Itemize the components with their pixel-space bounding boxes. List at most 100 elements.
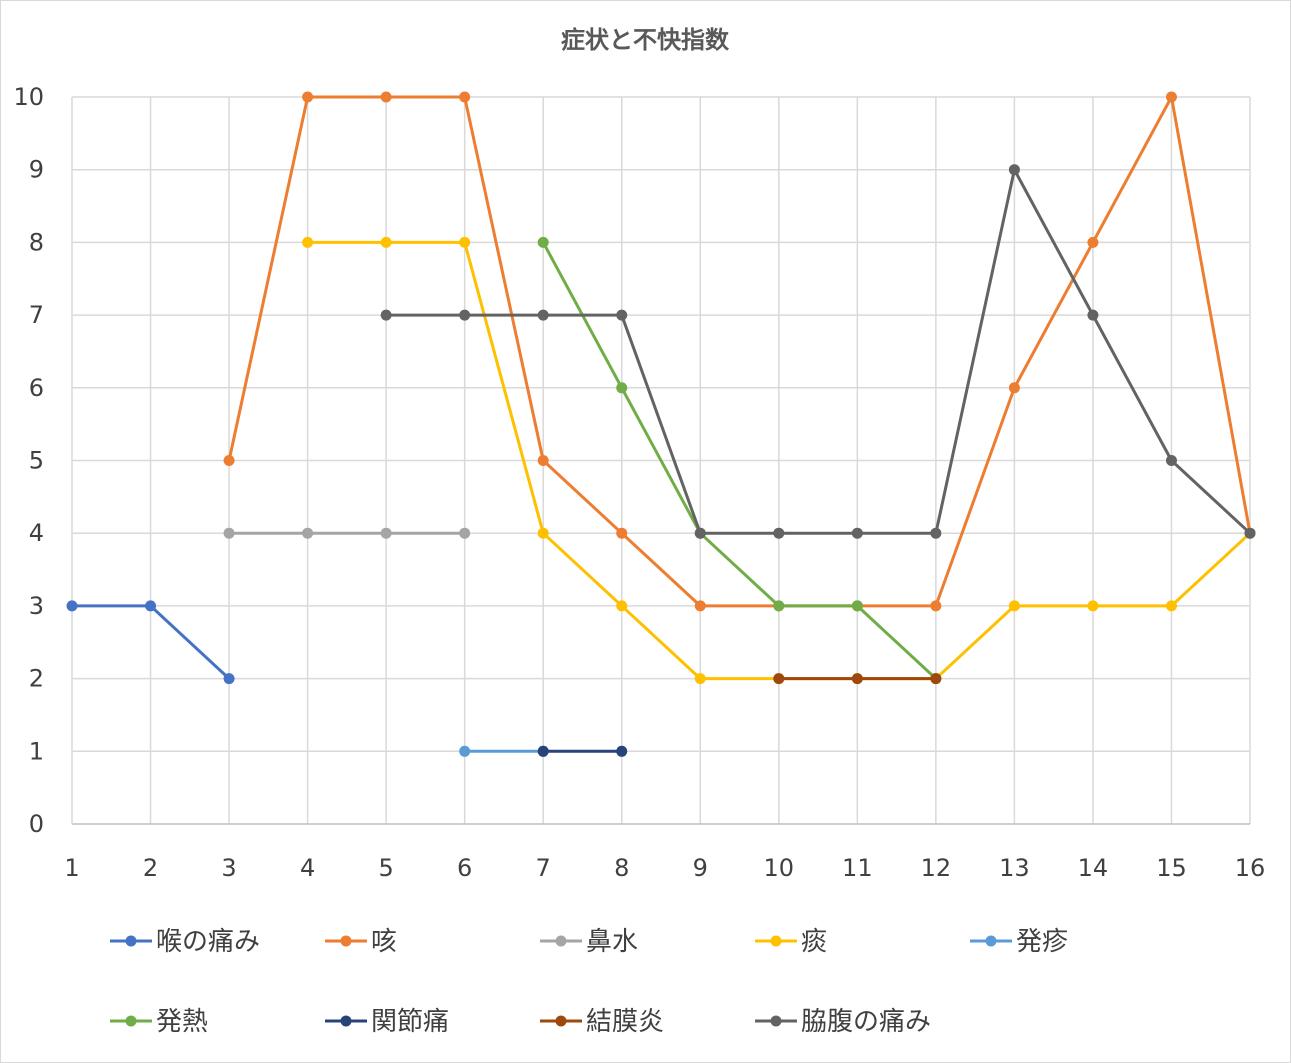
x-tick-label: 14 <box>1078 854 1109 882</box>
x-tick-label: 9 <box>693 854 708 882</box>
y-tick-label: 2 <box>29 665 44 693</box>
data-point <box>537 745 549 757</box>
y-tick-label: 10 <box>13 83 44 111</box>
x-tick-label: 13 <box>999 854 1030 882</box>
series-3 <box>223 527 471 539</box>
data-point <box>930 600 942 612</box>
series-5 <box>459 745 549 757</box>
data-point <box>1008 382 1020 394</box>
data-point <box>616 382 628 394</box>
series-line <box>227 95 1252 608</box>
legend-label: 発疹 <box>1016 927 1068 957</box>
x-tick-label: 5 <box>378 854 393 882</box>
data-point <box>145 600 157 612</box>
data-point <box>459 236 471 248</box>
series-line <box>541 241 937 680</box>
data-point <box>851 527 863 539</box>
legend-item: 発熱 <box>110 1007 208 1037</box>
data-point <box>1244 527 1256 539</box>
legend-label: 結膜炎 <box>586 1007 664 1037</box>
legend-marker <box>555 1015 567 1027</box>
series-7 <box>537 745 628 757</box>
legend-label: 咳 <box>371 927 397 957</box>
data-point <box>930 527 942 539</box>
data-point <box>302 527 314 539</box>
legend-item: 咳 <box>325 927 397 957</box>
y-tick-label: 6 <box>29 374 44 402</box>
x-tick-label: 16 <box>1235 854 1266 882</box>
data-point <box>694 673 706 685</box>
data-point <box>66 600 78 612</box>
data-point <box>1165 455 1177 466</box>
data-point <box>459 91 471 103</box>
legend-item: 痰 <box>755 927 827 957</box>
x-tick-label: 1 <box>64 854 79 882</box>
data-point <box>1165 91 1177 103</box>
x-tick-label: 15 <box>1156 854 1187 882</box>
x-tick-label: 8 <box>614 854 629 882</box>
series-1 <box>66 600 235 685</box>
legend-marker <box>125 1015 137 1027</box>
data-point <box>694 600 706 612</box>
legend-item: 発疹 <box>970 927 1068 957</box>
legend-marker <box>340 1015 352 1027</box>
y-tick-label: 0 <box>29 810 44 838</box>
data-point <box>851 673 863 685</box>
legend-label: 痰 <box>801 927 827 957</box>
data-point <box>223 455 235 466</box>
legend-item: 関節痛 <box>325 1007 449 1037</box>
x-tick-label: 12 <box>921 854 952 882</box>
data-point <box>851 600 863 612</box>
y-tick-label: 3 <box>29 592 44 620</box>
legend-label: 関節痛 <box>371 1007 449 1037</box>
data-point <box>537 455 549 466</box>
legend-label: 喉の痛み <box>156 927 260 957</box>
data-point <box>459 745 471 757</box>
legend-label: 発熱 <box>156 1007 208 1037</box>
chart-title: 症状と不快指数 <box>561 26 730 54</box>
data-point <box>459 309 471 321</box>
data-point <box>616 527 628 539</box>
x-tick-label: 6 <box>457 854 472 882</box>
legend-item: 脇腹の痛み <box>755 1007 931 1037</box>
legend-item: 結膜炎 <box>540 1007 664 1037</box>
y-tick-label: 4 <box>29 519 44 547</box>
data-point <box>1165 600 1177 612</box>
data-point <box>930 673 942 685</box>
y-tick-label: 5 <box>29 447 44 475</box>
data-point <box>616 600 628 612</box>
legend-marker <box>985 935 997 947</box>
data-point <box>1008 164 1020 176</box>
data-point <box>380 527 392 539</box>
legend-marker <box>340 935 352 947</box>
x-tick-label: 10 <box>764 854 795 882</box>
data-point <box>694 527 706 539</box>
data-point <box>537 309 549 321</box>
series-line <box>386 168 1252 535</box>
legend-marker <box>125 935 137 947</box>
x-tick-label: 7 <box>536 854 551 882</box>
data-point <box>773 600 785 612</box>
data-point <box>1087 236 1099 248</box>
data-point <box>537 236 549 248</box>
series-9 <box>380 164 1256 539</box>
data-point <box>380 309 392 321</box>
data-point <box>773 527 785 539</box>
y-tick-label: 1 <box>29 737 44 765</box>
series-layer <box>66 91 1256 757</box>
x-tick-label: 3 <box>221 854 236 882</box>
y-tick-label: 7 <box>29 301 44 329</box>
legend-label: 鼻水 <box>586 927 638 957</box>
data-point <box>616 745 628 757</box>
x-tick-label: 11 <box>842 854 873 882</box>
data-point <box>1008 600 1020 612</box>
x-tick-label: 2 <box>143 854 158 882</box>
data-point <box>302 91 314 103</box>
data-point <box>537 527 549 539</box>
series-8 <box>773 673 942 685</box>
data-point <box>223 527 235 539</box>
